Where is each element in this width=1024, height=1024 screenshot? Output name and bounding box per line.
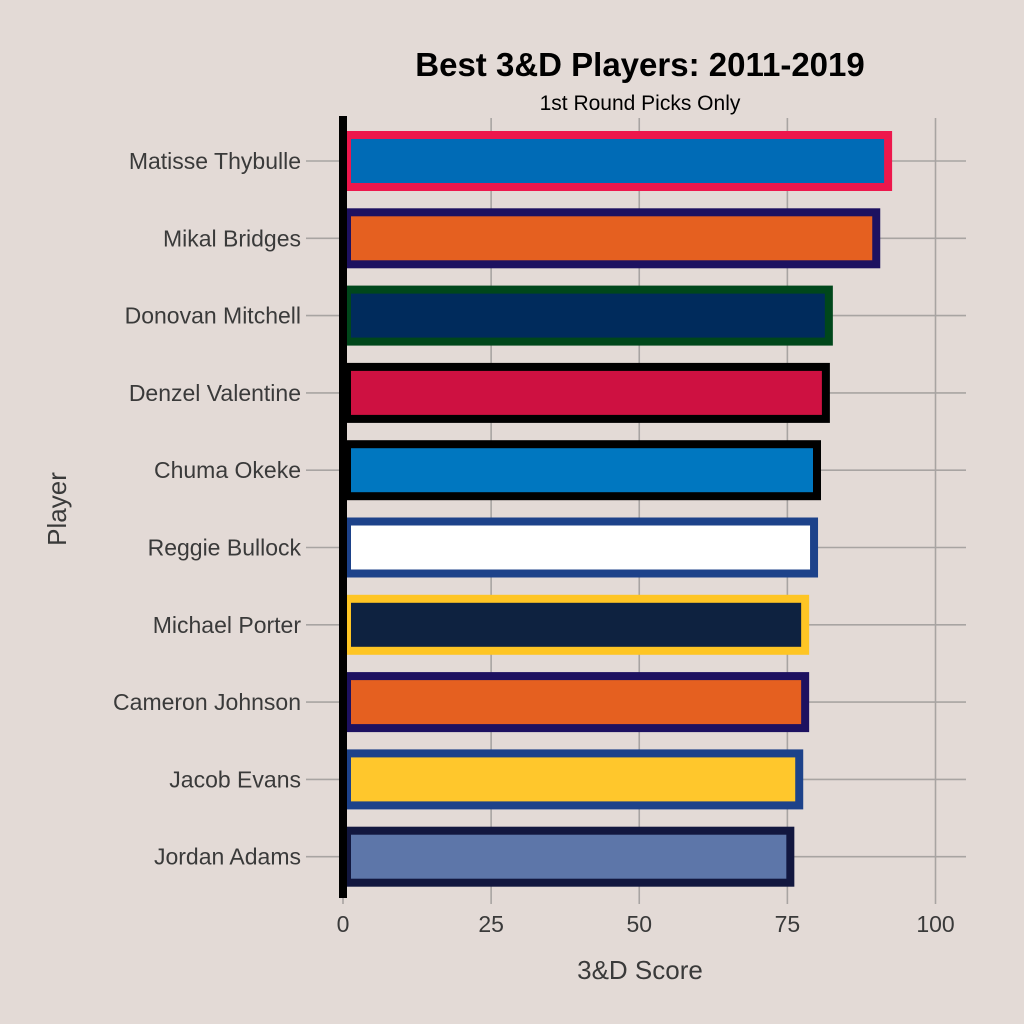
y-tick-label: Denzel Valentine	[129, 380, 301, 406]
bar	[343, 826, 795, 887]
bar	[343, 208, 881, 269]
bar	[343, 749, 804, 810]
chart-title: Best 3&D Players: 2011-2019	[415, 46, 864, 83]
x-tick-label: 50	[626, 911, 652, 937]
bar	[343, 440, 821, 501]
chart-subtitle: 1st Round Picks Only	[540, 92, 741, 115]
bar	[343, 131, 893, 191]
x-tick-label: 100	[916, 911, 954, 937]
bar	[343, 285, 833, 346]
y-tick-label: Cameron Johnson	[113, 689, 301, 715]
y-tick-label: Chuma Okeke	[154, 457, 301, 483]
y-tick-label: Matisse Thybulle	[129, 148, 301, 174]
y-tick-label: Donovan Mitchell	[125, 303, 301, 329]
bar-layer	[343, 131, 893, 887]
y-tick-label: Jacob Evans	[169, 766, 301, 792]
y-axis-title: Player	[42, 472, 72, 546]
y-tick-label: Jordan Adams	[154, 844, 301, 870]
x-tick-label: 75	[775, 911, 801, 937]
bar	[343, 672, 810, 733]
x-axis-title: 3&D Score	[577, 955, 703, 985]
label-layer: 0 25 50 75 100 Matisse Thybulle Mikal Bridges D…	[113, 148, 955, 937]
y-tick-label: Reggie Bullock	[148, 535, 302, 561]
bar	[343, 517, 819, 578]
x-tick-label: 0	[337, 911, 350, 937]
bar	[343, 594, 810, 655]
bar	[343, 362, 830, 423]
x-tick-label: 25	[478, 911, 504, 937]
y-tick-label: Michael Porter	[153, 612, 302, 638]
y-tick-label: Mikal Bridges	[163, 225, 301, 251]
